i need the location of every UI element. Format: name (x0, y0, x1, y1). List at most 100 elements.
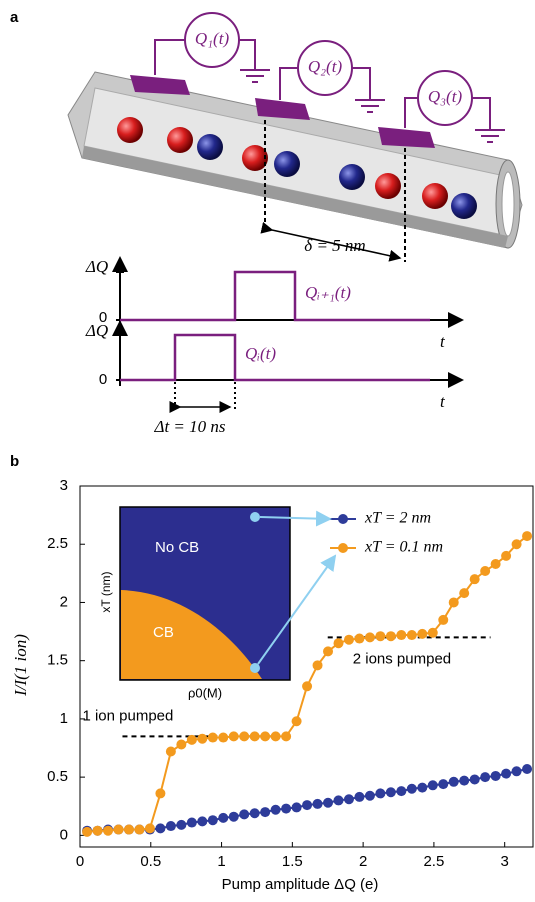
pump-label: Q₁(t) (195, 29, 230, 48)
data-point (385, 631, 396, 642)
y-tick-label: 3 (60, 477, 68, 494)
x-axis-label: Pump amplitude ΔQ (e) (222, 876, 379, 893)
data-point (218, 812, 229, 823)
legend-label: xT = 2 nm (364, 510, 431, 527)
data-point (165, 821, 176, 832)
data-point (312, 660, 323, 671)
data-point (417, 782, 428, 793)
data-point (302, 681, 313, 692)
data-point (103, 825, 114, 836)
y-tick-label: 2 (60, 593, 68, 610)
y-tick-label: 1.5 (47, 652, 68, 669)
data-point (511, 766, 522, 777)
pulses (120, 270, 430, 382)
data-point (197, 733, 208, 744)
data-point (438, 614, 449, 625)
data-point (186, 734, 197, 745)
data-point (333, 795, 344, 806)
data-point (218, 732, 229, 743)
data-point (406, 783, 417, 794)
annotation: 1 ion pumped (82, 707, 173, 724)
data-point (239, 809, 250, 820)
data-point (291, 716, 302, 727)
inset (119, 506, 337, 681)
data-point (354, 791, 365, 802)
data-point (239, 731, 250, 742)
data-point (113, 824, 124, 835)
annotation: 2 ions pumped (353, 650, 451, 667)
data-point (385, 787, 396, 798)
spacing-marker (264, 120, 406, 262)
data-point (134, 824, 145, 835)
data-point (260, 807, 271, 818)
data-point (396, 786, 407, 797)
x-tick-label: 3 (501, 853, 509, 870)
data-point (249, 731, 260, 742)
data-point (501, 768, 512, 779)
data-point (123, 824, 134, 835)
x-tick-label: 1.5 (282, 853, 303, 870)
data-point (375, 631, 386, 642)
data-point (459, 588, 470, 599)
axis-label: ΔQ (85, 257, 108, 276)
axis-label: ΔQ (85, 321, 108, 340)
axis-label: t (440, 392, 446, 411)
pump-label: Q₃(t) (428, 87, 463, 106)
x-tick-label: 1 (217, 853, 225, 870)
data-point (480, 566, 491, 577)
panel-label: a (10, 9, 19, 26)
x-tick-label: 0.5 (140, 853, 161, 870)
data-point (459, 775, 470, 786)
data-point (144, 823, 155, 834)
axes-frame (79, 485, 534, 848)
data-point (406, 630, 417, 641)
data-point (207, 732, 218, 743)
data-point (469, 574, 480, 585)
duration-marker (174, 382, 236, 410)
pump-label: Q₂(t) (308, 57, 343, 76)
inset-y-label: xT (nm) (99, 571, 113, 612)
data-point (323, 797, 334, 808)
data-point (228, 731, 239, 742)
data-point (165, 746, 176, 757)
data-point (448, 776, 459, 787)
data-point (501, 550, 512, 561)
data-point (249, 808, 260, 819)
y-tick-label: 0.5 (47, 768, 68, 785)
x-tick-label: 0 (76, 853, 84, 870)
signal-label: Qᵢ₊₁(t) (305, 283, 351, 302)
duration-label: Δt = 10 ns (153, 417, 225, 436)
data-point (490, 559, 501, 570)
data-point (197, 816, 208, 827)
data-point (490, 770, 501, 781)
data-point (354, 633, 365, 644)
plot: 0 0.5 1 1.5 2 2.5 3 0 0.5 1 1.5 2 2.5 3 1 ion pumped 2 … (47, 477, 534, 870)
data-point (364, 790, 375, 801)
y-tick-label: 0 (60, 826, 68, 843)
y-axis-label: I/I(1 ion) (11, 634, 30, 697)
data-point (82, 826, 93, 837)
data-point (186, 817, 197, 828)
x-tick-label: 2 (359, 853, 367, 870)
data-point (438, 779, 449, 790)
data-point (260, 731, 271, 742)
legend-marker (338, 543, 348, 553)
inset-x-label: ρ0(M) (188, 685, 222, 700)
spacing-label: δ = 5 nm (304, 236, 365, 255)
legend-label: xT = 0.1 nm (364, 539, 443, 556)
x-tick-label: 2.5 (423, 853, 444, 870)
data-point (375, 788, 386, 799)
data-point (270, 804, 281, 815)
inset-region-label: No CB (155, 539, 199, 556)
panel-label: b (10, 453, 19, 470)
data-point (343, 634, 354, 645)
axis-label: 0 (99, 309, 107, 326)
data-point (522, 531, 533, 542)
data-point (92, 825, 103, 836)
data-point (343, 794, 354, 805)
data-point (333, 638, 344, 649)
data-point (427, 627, 438, 638)
data-point (176, 739, 187, 750)
